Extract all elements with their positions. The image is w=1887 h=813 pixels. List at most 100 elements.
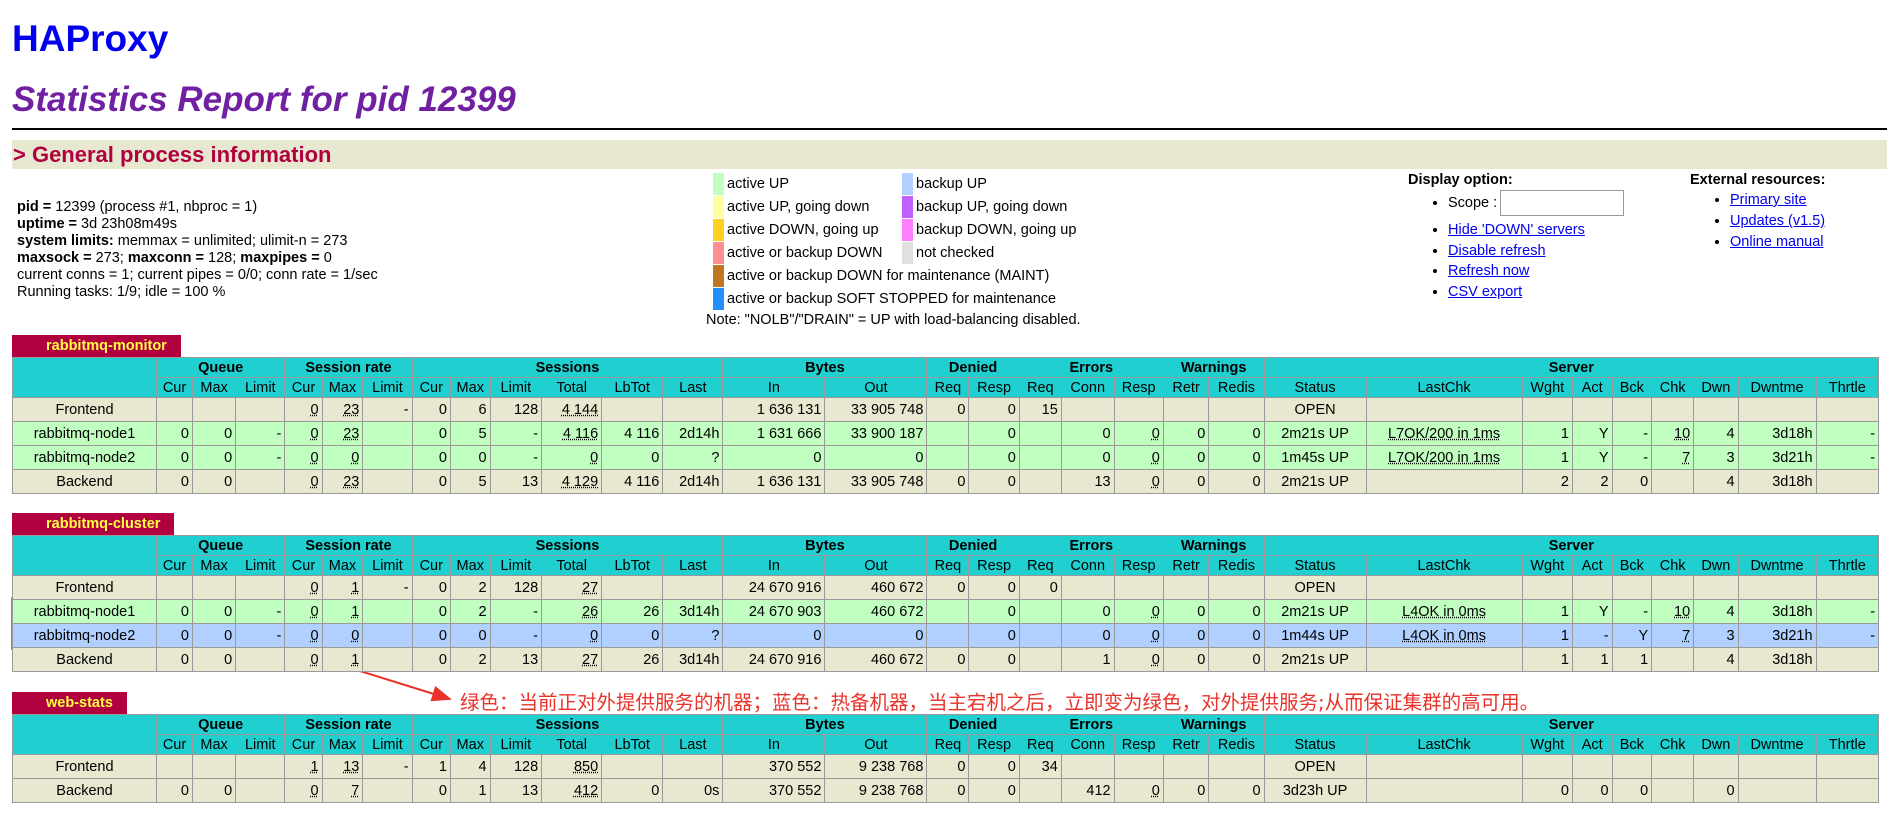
stat-value: - <box>403 758 409 775</box>
empty-cell <box>1651 397 1695 422</box>
stat-cell: 24 670 916 <box>722 647 826 672</box>
legend-item: backup DOWN, going up <box>902 218 1076 241</box>
stat-cell: 0 <box>156 778 193 803</box>
stat-cell: 0 <box>411 623 451 648</box>
stat-cell: 0 <box>1113 778 1164 803</box>
header-column: Wght <box>1521 555 1573 576</box>
stat-value: 0 <box>1007 425 1016 442</box>
process-info-line: Running tasks: 1/9; idle = 100 % <box>17 284 378 301</box>
header-column: Chk <box>1651 377 1695 398</box>
stat-cell: OPEN <box>1263 397 1367 422</box>
legend-label: active or backup DOWN <box>727 244 883 261</box>
external-resource-link[interactable]: Online manual <box>1730 234 1824 250</box>
stat-value: 27 <box>582 651 599 668</box>
external-resource-link[interactable]: Primary site <box>1730 192 1807 208</box>
empty-cell <box>1365 575 1523 600</box>
display-option-link[interactable]: Refresh now <box>1448 263 1530 279</box>
stat-cell: 0 <box>191 623 237 648</box>
stat-cell: 4 <box>449 754 491 779</box>
empty-cell <box>235 647 286 672</box>
stat-value: OPEN <box>1294 401 1336 418</box>
display-option-link[interactable]: Hide 'DOWN' servers <box>1448 222 1585 238</box>
stat-cell: 2 <box>1571 469 1613 494</box>
stat-value: 0 <box>1151 627 1160 644</box>
empty-cell <box>1018 421 1062 446</box>
stat-cell: - <box>1815 623 1880 648</box>
stat-cell: 3d14h <box>662 647 724 672</box>
stat-cell: 0 <box>926 397 970 422</box>
header-group: Denied <box>926 357 1020 378</box>
stat-value: - <box>403 579 409 596</box>
process-info-text: maxconn = <box>127 250 205 266</box>
stat-cell: L7OK/200 in 1ms <box>1365 421 1523 446</box>
legend-label: active or backup SOFT STOPPED for mainte… <box>727 290 1057 307</box>
header-group: Sessions <box>411 535 724 556</box>
legend-label: active UP <box>727 175 790 192</box>
empty-cell <box>1737 575 1817 600</box>
header-column: Cur <box>284 555 323 576</box>
empty-cell <box>235 397 286 422</box>
stat-cell: 0 <box>1208 599 1265 624</box>
row-name: rabbitmq-node2 <box>12 445 157 470</box>
stat-value: 1 <box>1560 627 1569 644</box>
stat-value: 0 <box>1151 651 1160 668</box>
stat-cell: Y <box>1611 623 1653 648</box>
empty-cell <box>191 754 237 779</box>
stat-value: - <box>1870 449 1876 466</box>
stat-value: 2 <box>478 603 487 620</box>
stat-cell: 1 <box>1521 445 1573 470</box>
header-column: Dwn <box>1693 555 1739 576</box>
header-group: Server <box>1263 714 1880 735</box>
stat-cell: 0 <box>722 445 826 470</box>
stat-cell: 2m21s UP <box>1263 469 1367 494</box>
stat-cell: - <box>362 397 413 422</box>
stat-cell: 0 <box>1060 623 1115 648</box>
stat-cell: 3d18h <box>1737 647 1817 672</box>
empty-cell <box>1162 575 1210 600</box>
stat-cell: 0 <box>411 421 451 446</box>
external-resource-item: Online manual <box>1730 232 1825 253</box>
header-column: Limit <box>235 377 286 398</box>
display-option-link[interactable]: CSV export <box>1448 283 1523 300</box>
stat-value: - <box>1643 449 1649 466</box>
stat-value: 0 <box>1252 425 1261 442</box>
legend-item: backup UP <box>902 172 1076 195</box>
header-group-row: Queue Session rate Sessions Bytes Denied Erro… <box>12 714 1880 755</box>
header-column: Cur <box>411 734 451 755</box>
stat-value: - <box>1603 627 1609 644</box>
header-group: Session rate <box>284 357 413 378</box>
stat-value: 0 <box>478 627 487 644</box>
stats-table: Queue Session rate Sessions Bytes Denied Erro… <box>12 357 1880 494</box>
stat-value: 0 <box>957 758 966 775</box>
stat-cell: 0 <box>1571 778 1613 803</box>
stat-cell: 4 144 <box>541 397 603 422</box>
stat-value: OPEN <box>1294 758 1336 775</box>
header-group: Warnings <box>1162 357 1265 378</box>
stat-value: 0 <box>224 651 233 668</box>
empty-cell <box>601 397 664 422</box>
header-column: In <box>722 377 826 398</box>
stat-value: 0 <box>651 449 660 466</box>
stat-value: 0 <box>1007 449 1016 466</box>
stat-cell: 7 <box>1651 623 1695 648</box>
empty-cell <box>1737 778 1817 803</box>
stat-cell: Y <box>1571 599 1613 624</box>
stat-cell: - <box>1815 421 1880 446</box>
stat-value: 23 <box>343 473 360 490</box>
header-column: Limit <box>489 377 543 398</box>
header-column: Req <box>926 377 970 398</box>
empty-cell <box>362 647 413 672</box>
proxy-tab: rabbitmq-monitor <box>12 335 181 357</box>
stat-value: 23 <box>343 425 360 442</box>
display-option-link[interactable]: Disable refresh <box>1448 242 1546 259</box>
legend-label: active or backup DOWN for maintenance (M… <box>727 267 1050 284</box>
stat-value: 1 <box>1600 651 1609 668</box>
scope-input[interactable] <box>1500 190 1625 216</box>
legend-item: active or backup SOFT STOPPED for mainte… <box>713 287 1056 310</box>
stat-value: 1 631 666 <box>756 425 822 442</box>
header-column: Out <box>824 377 928 398</box>
external-resource-link[interactable]: Updates (v1.5) <box>1730 213 1826 229</box>
empty-cell <box>1018 445 1062 470</box>
stat-cell: 0 <box>284 623 323 648</box>
stat-value: 128 <box>513 401 539 418</box>
